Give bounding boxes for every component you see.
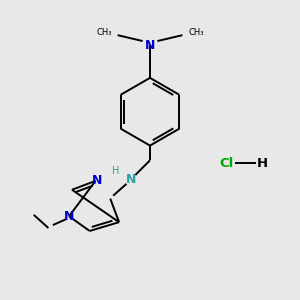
Text: H: H: [256, 157, 268, 170]
Text: Cl: Cl: [219, 157, 234, 170]
Text: N: N: [64, 210, 74, 223]
Text: N: N: [126, 173, 136, 186]
Text: N: N: [92, 174, 102, 188]
Text: H: H: [112, 166, 120, 176]
Text: CH₃: CH₃: [188, 28, 204, 37]
Text: CH₃: CH₃: [96, 28, 112, 37]
Text: N: N: [145, 39, 155, 52]
